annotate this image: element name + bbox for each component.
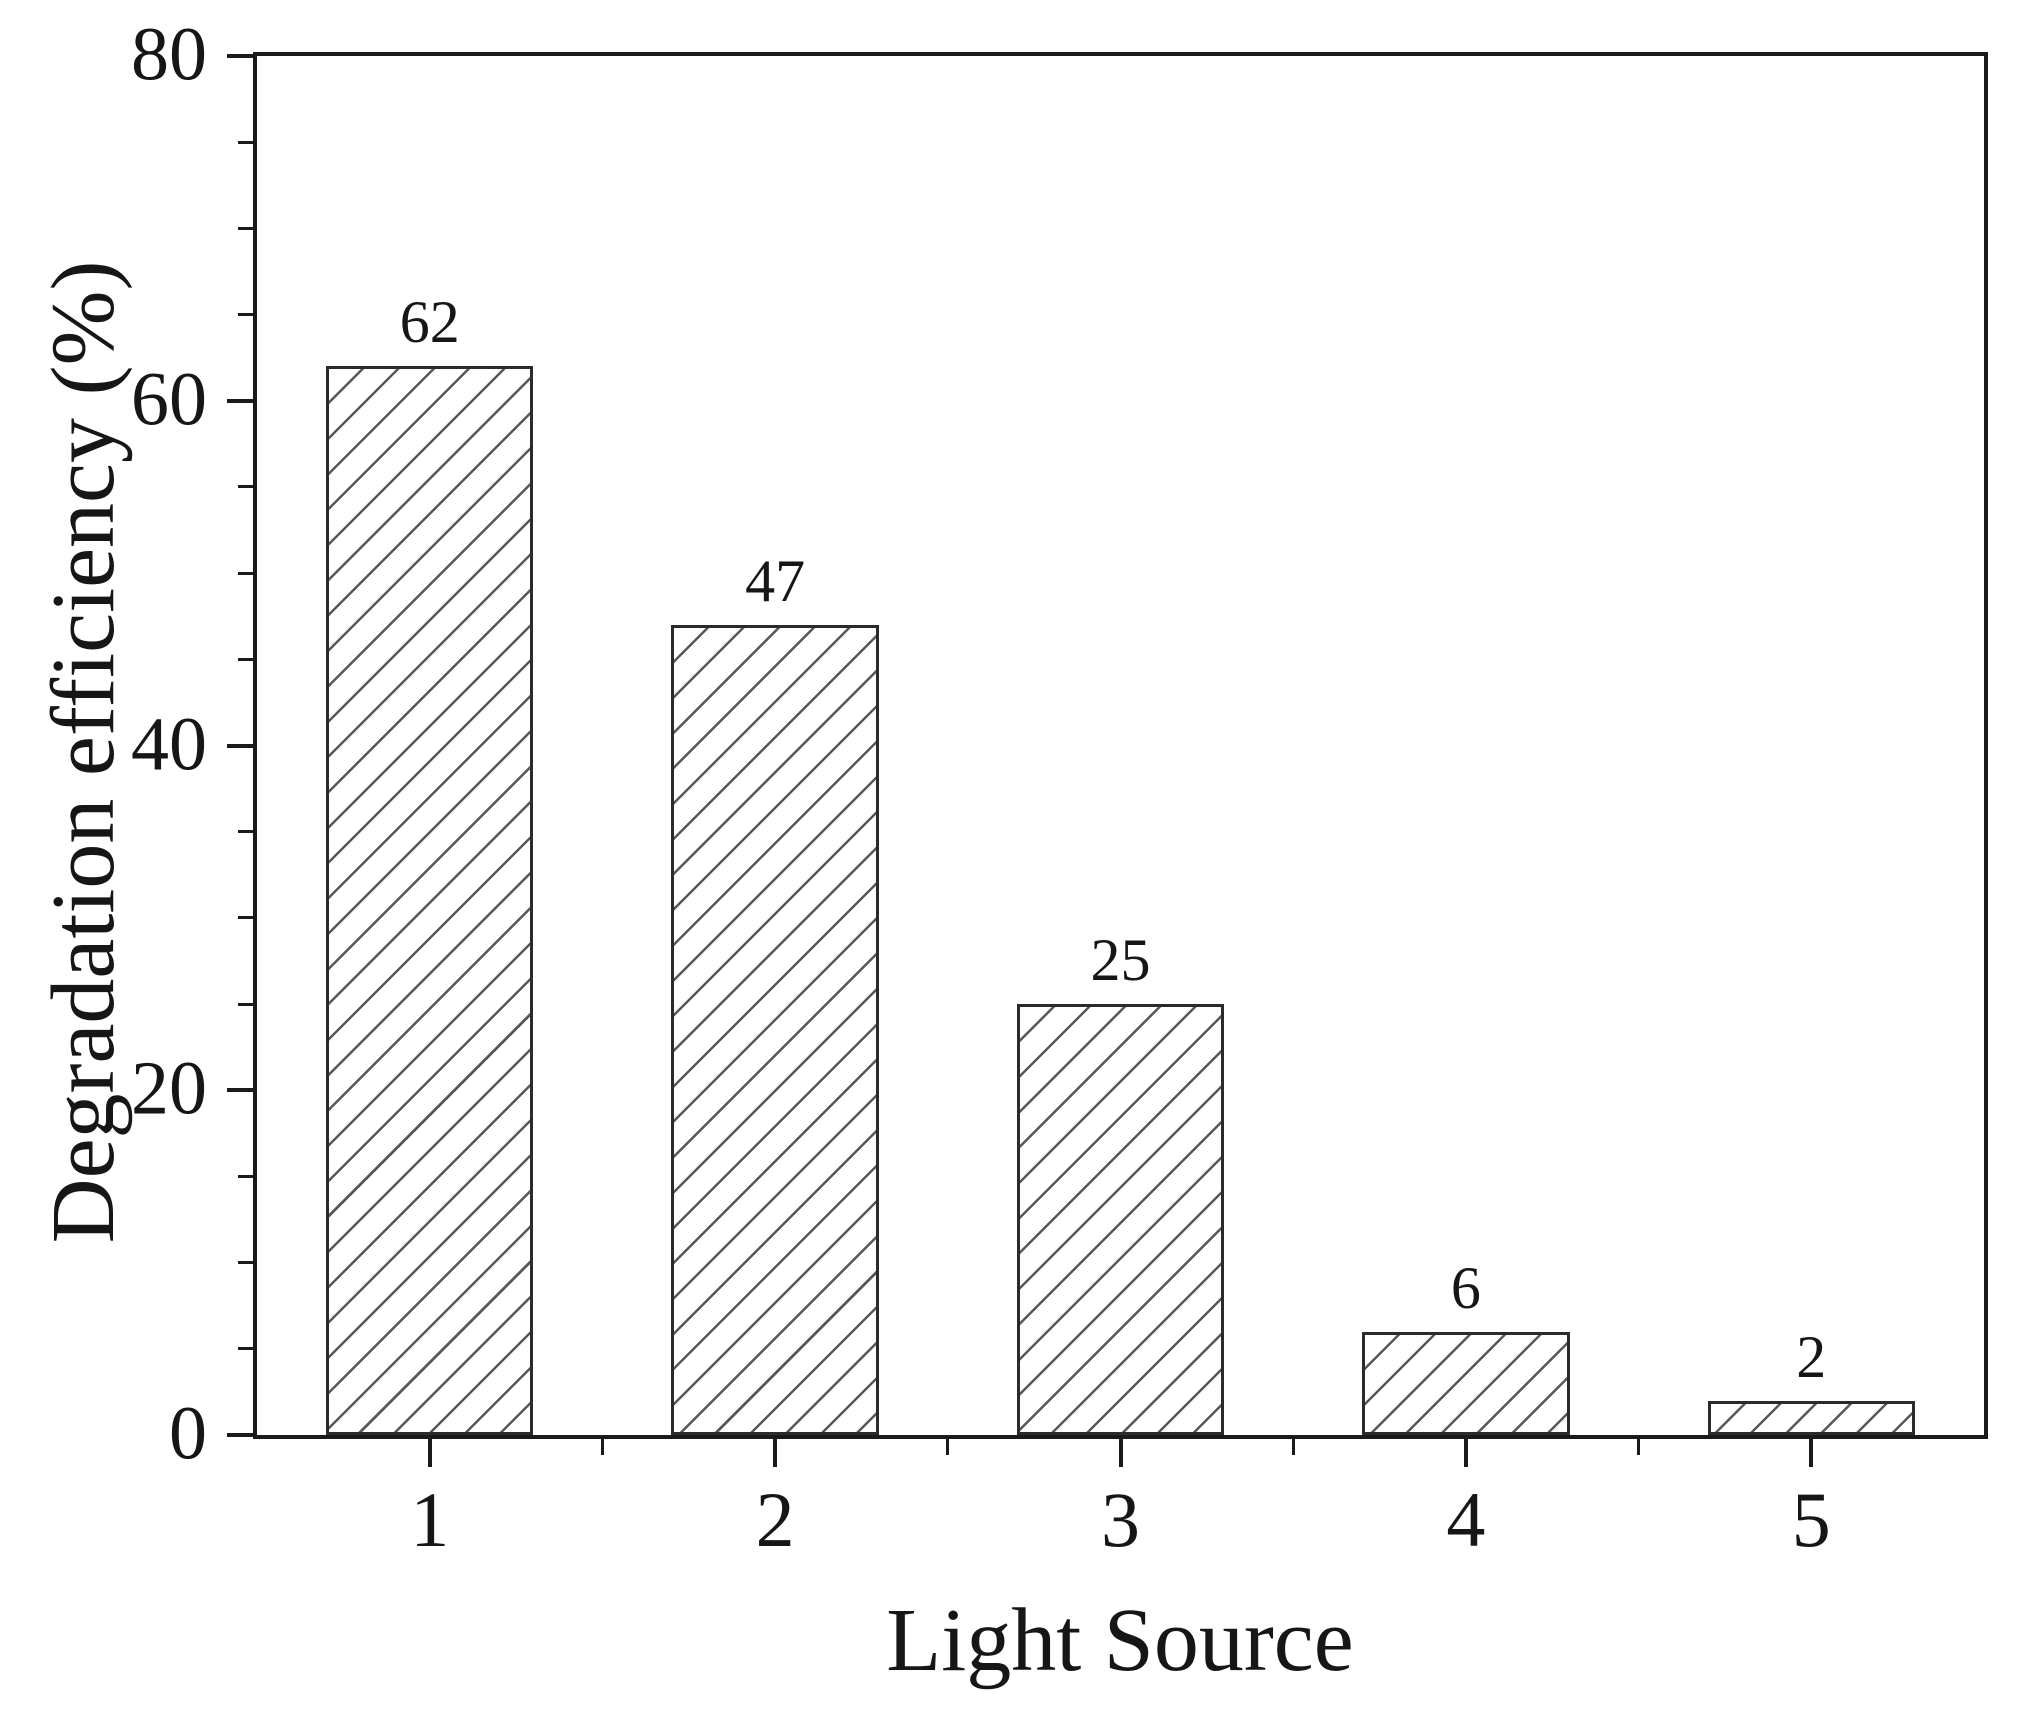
y-minor-tick <box>238 1002 253 1006</box>
bar-value-label: 6 <box>1450 1254 1481 1321</box>
y-tick-label: 40 <box>131 701 207 786</box>
y-tick-label: 60 <box>131 357 207 442</box>
y-tick-label: 0 <box>169 1391 207 1476</box>
x-tick-label: 3 <box>1101 1476 1140 1563</box>
y-major-tick <box>227 1433 253 1437</box>
x-tick-label: 1 <box>410 1476 450 1563</box>
x-minor-tick <box>1291 1439 1295 1455</box>
x-tick-label: 2 <box>755 1476 795 1563</box>
y-major-tick <box>227 1088 253 1093</box>
y-minor-tick <box>238 657 253 661</box>
bar-value-label: 25 <box>1090 927 1151 994</box>
y-major-tick <box>227 743 253 748</box>
x-minor-tick <box>600 1439 604 1455</box>
y-minor-tick <box>238 1261 253 1265</box>
y-minor-tick <box>238 916 253 920</box>
x-minor-tick <box>946 1439 950 1455</box>
bar <box>1362 1331 1570 1435</box>
plot-area: 0 20 40 60 80 1 62 2 47 3 25 4 6 5 2 <box>131 16 1988 1559</box>
y-tick-label: 80 <box>131 12 207 97</box>
y-major-tick <box>227 54 253 58</box>
y-minor-tick <box>238 1347 253 1351</box>
bar <box>1016 1004 1225 1435</box>
x-major-tick <box>1463 1439 1468 1467</box>
y-minor-tick <box>238 830 253 834</box>
y-minor-tick <box>238 571 253 575</box>
x-major-tick <box>1809 1439 1814 1467</box>
bar-value-label: 47 <box>745 547 806 614</box>
y-major-tick <box>227 398 253 403</box>
bar <box>326 366 534 1435</box>
x-major-tick <box>1118 1439 1123 1467</box>
y-minor-tick <box>238 313 253 317</box>
y-minor-tick <box>238 1174 253 1178</box>
x-axis-title: Light Source <box>886 1591 1354 1690</box>
bar-value-label: 62 <box>399 289 460 356</box>
y-tick-label: 20 <box>131 1046 207 1131</box>
x-minor-tick <box>1637 1439 1641 1455</box>
x-tick-label: 5 <box>1791 1476 1831 1563</box>
x-tick-label: 4 <box>1446 1476 1486 1563</box>
bar-value-label: 2 <box>1796 1323 1827 1390</box>
x-major-tick <box>773 1439 778 1467</box>
y-axis-title: Degradation efficiency (%) <box>34 260 133 1244</box>
bar <box>1707 1400 1915 1435</box>
x-major-tick <box>427 1439 432 1467</box>
bar <box>671 624 879 1435</box>
y-minor-tick <box>238 485 253 489</box>
y-minor-tick <box>238 140 253 144</box>
y-minor-tick <box>238 226 253 230</box>
